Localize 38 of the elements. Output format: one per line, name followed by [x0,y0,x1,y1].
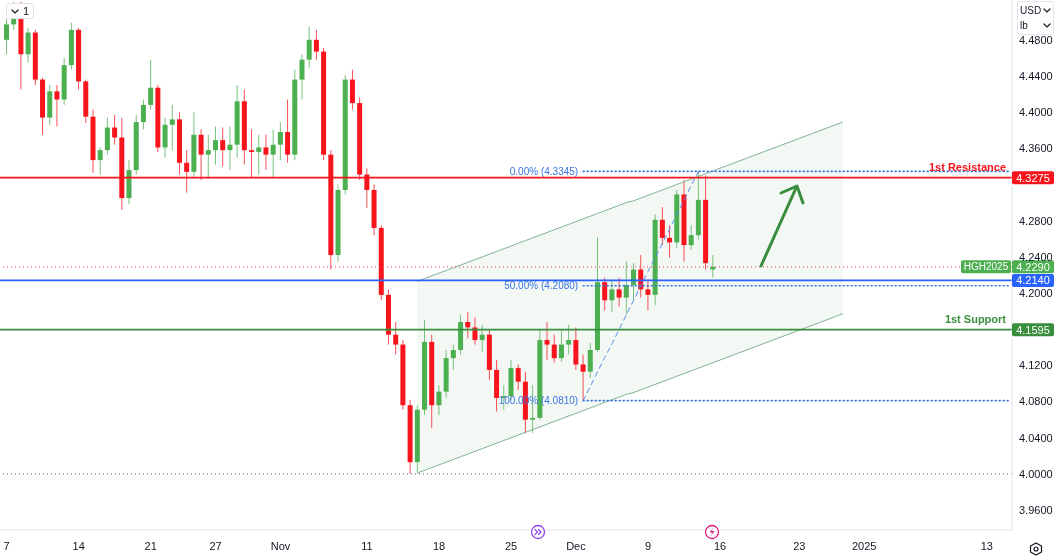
x-tick-label: 13 [980,539,993,552]
y-tick-label: 4.4400 [1019,69,1053,82]
x-tick-label: 2025 [852,539,877,552]
y-tick-label: 4.1200 [1019,359,1053,372]
annotation: 1 [23,5,30,17]
unit-selector: USD lb [1017,1,1054,35]
x-tick-label: 18 [432,539,446,552]
y-tick-label: 4.2140 [1016,274,1050,287]
toggle-button: 1 [6,3,35,19]
series-label: 50.00% (4.2080) [504,280,579,292]
y-tick-label: 4.0400 [1019,431,1053,444]
x-tick-label: 16 [713,539,727,552]
x-tick-label: 27 [209,539,222,552]
x-tick-label: 7 [3,539,10,552]
x-tick-label: Nov [270,539,291,552]
y-tick-label: 4.1595 [1016,323,1050,336]
ref-line-label: 1st Support [944,312,1007,325]
y-tick-label: 4.2800 [1019,214,1053,227]
y-tick-label: 4.3275 [1016,171,1050,184]
y-tick-label: 4.3600 [1019,142,1053,155]
x-tick-label: 11 [361,539,373,552]
y-tick-label: 4.0800 [1019,395,1053,408]
x-tick-label: 9 [644,539,652,552]
series-label: 0.00% (4.3345) [509,165,579,177]
ref-line-label: 1st Resistance [928,160,1006,173]
x-tick-label: 25 [504,539,518,552]
y-tick-label: 4.2400 [1019,250,1053,263]
y-tick-label: 4.2290 [1016,260,1050,273]
y-tick-label: 4.4800 [1019,33,1053,46]
y-tick-label: 3.9600 [1019,503,1053,516]
x-tick-label: 23 [793,539,806,552]
y-tick-label: 4.0000 [1019,467,1053,480]
x-tick-label: 14 [72,539,85,552]
x-tick-label: 21 [144,539,157,552]
y-tick-label: 4.4000 [1019,106,1053,118]
y-tick-label: 4.2000 [1019,286,1053,299]
x-tick-label: Dec [566,539,587,552]
ref-line-label: HGH2025 [963,261,1009,273]
